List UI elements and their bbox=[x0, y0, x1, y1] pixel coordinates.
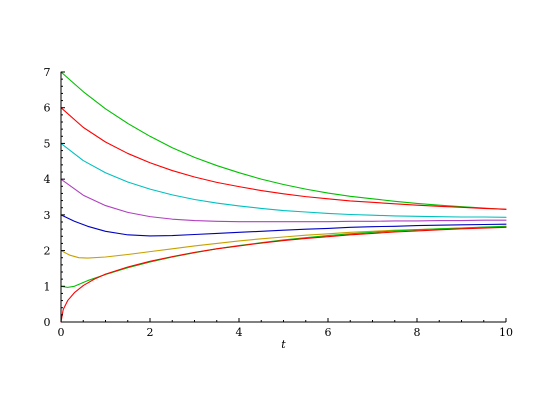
series-line-2 bbox=[60, 107, 507, 210]
x-tick-label: 2 bbox=[147, 326, 154, 339]
x-tick-label: 0 bbox=[58, 326, 65, 339]
series-line-7 bbox=[60, 225, 507, 288]
series-line-8 bbox=[60, 226, 507, 323]
x-tick-label: 6 bbox=[325, 326, 332, 339]
y-tick-label: 7 bbox=[44, 66, 51, 79]
plot-area bbox=[60, 71, 507, 323]
x-tick-label: 8 bbox=[414, 326, 421, 339]
y-tick-label: 6 bbox=[44, 102, 51, 115]
series-line-1 bbox=[60, 71, 507, 211]
y-tick-label: 4 bbox=[44, 173, 51, 186]
y-tick-label: 3 bbox=[44, 209, 51, 222]
series-line-6 bbox=[60, 226, 507, 259]
x-tick-label: 4 bbox=[236, 326, 243, 339]
x-axis-label: t bbox=[281, 338, 286, 351]
x-tick-label: 10 bbox=[499, 326, 513, 339]
x-axis: 0 2 4 6 8 10 bbox=[58, 318, 513, 339]
y-tick-label: 5 bbox=[44, 137, 51, 150]
y-tick-label: 1 bbox=[44, 280, 51, 293]
series-line-5 bbox=[60, 214, 507, 237]
y-axis: 0 1 2 3 4 5 6 7 bbox=[44, 66, 65, 329]
y-tick-label: 0 bbox=[44, 316, 51, 329]
series-line-3 bbox=[60, 142, 507, 218]
y-tick-label: 2 bbox=[44, 245, 51, 258]
series-line-4 bbox=[60, 178, 507, 223]
